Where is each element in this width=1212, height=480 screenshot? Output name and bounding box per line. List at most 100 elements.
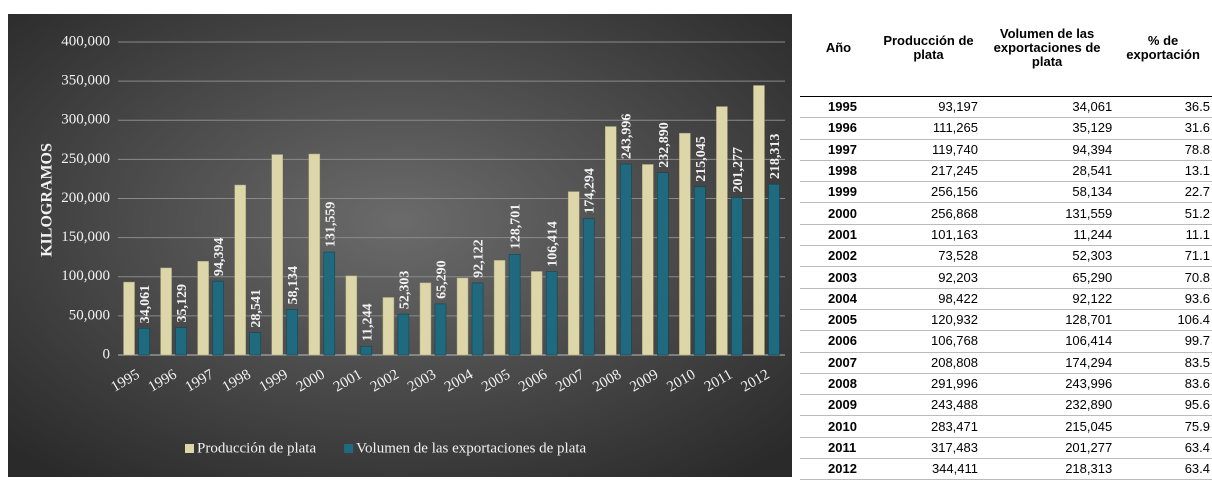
table-row: 2003 92,203 65,290 70.8 [800, 266, 1212, 289]
bar [160, 267, 172, 356]
table-cell: 70.8 [1114, 266, 1212, 289]
table-cell: 78.8 [1114, 139, 1212, 161]
table-row: 2009 243,488 232,890 95.6 [800, 394, 1212, 417]
data-label: 65,290 [434, 260, 449, 299]
bar [212, 280, 224, 356]
table-row: 2001 101,163 11,244 11.1 [800, 224, 1212, 247]
bar [249, 332, 261, 356]
bar [434, 303, 447, 356]
bar [545, 271, 558, 356]
table-cell: 75.9 [1114, 415, 1212, 438]
table-cell: 201,277 [979, 437, 1115, 460]
table-cell: 1995 [800, 95, 877, 119]
table-row: 2011 317,483 201,277 63.4 [800, 437, 1212, 460]
table-cell: 120,932 [876, 309, 980, 332]
table-cell: 256,156 [876, 181, 980, 204]
data-label: 174,294 [583, 168, 598, 214]
y-tick-label: 400,000 [61, 33, 110, 49]
table-cell: 2004 [800, 288, 877, 310]
bar [360, 345, 373, 356]
table-row: 2002 73,528 52,303 71.1 [800, 245, 1212, 268]
table-cell: 2010 [800, 415, 877, 438]
data-label: 94,394 [212, 238, 227, 277]
y-tick-label: 100,000 [61, 268, 110, 284]
table-cell: 92,203 [876, 266, 980, 289]
data-label: 106,414 [546, 221, 561, 267]
table-cell: 35,129 [979, 117, 1115, 140]
table-cell: 291,996 [876, 373, 980, 396]
table-header: Año Producción de plata Volumen de las exp… [800, 0, 1212, 97]
bar [679, 132, 691, 356]
table-cell: 208,808 [876, 352, 980, 374]
table-cell: 1998 [800, 160, 877, 183]
table-cell: 52,303 [979, 245, 1115, 268]
column-header: Producción de plata [883, 33, 974, 62]
table-cell: 83.6 [1114, 373, 1212, 396]
bar [271, 154, 283, 356]
table-cell: 92,122 [979, 288, 1115, 310]
table-cell: 95.6 [1114, 394, 1212, 417]
bar [397, 313, 410, 356]
table-cell: 243,488 [876, 394, 980, 417]
data-label: 52,303 [397, 271, 412, 310]
table-row: 2004 98,422 92,122 93.6 [800, 288, 1212, 310]
y-tick-label: 250,000 [61, 151, 110, 167]
bar [138, 328, 150, 356]
table-cell: 2006 [800, 330, 877, 353]
table-row: 1995 93,197 34,061 36.5 [800, 95, 1212, 119]
table-cell: 28,541 [979, 160, 1115, 183]
y-tick-label: 200,000 [61, 190, 110, 206]
column-header: % de exportación [1126, 33, 1200, 62]
table-cell: 13.1 [1114, 160, 1212, 183]
bar [234, 184, 246, 356]
data-label: 35,129 [175, 284, 190, 323]
bar [642, 164, 654, 356]
y-axis-label: KILOGRAMOS [39, 143, 56, 257]
table-cell: 34,061 [979, 95, 1115, 119]
table-row: 2000 256,868 131,559 51.2 [800, 202, 1212, 225]
bar [605, 126, 617, 356]
table-cell: 119,740 [876, 139, 980, 161]
table-cell: 2011 [800, 437, 877, 460]
y-tick-label: 300,000 [61, 112, 110, 128]
table-row: 2007 208,808 174,294 83.5 [800, 352, 1212, 374]
y-tick-label: 350,000 [61, 73, 110, 89]
bar [731, 197, 743, 356]
table-cell: 256,868 [876, 202, 980, 225]
table-cell: 2002 [800, 245, 877, 268]
data-label: 232,890 [657, 122, 672, 168]
table-cell: 73,528 [876, 245, 980, 268]
table-cell: 2009 [800, 394, 877, 417]
bar [694, 186, 706, 356]
table-cell: 36.5 [1114, 95, 1212, 119]
table-cell: 106,414 [979, 330, 1115, 353]
table-cell: 94,394 [979, 139, 1115, 161]
legend-label: Producción de plata [197, 440, 316, 456]
data-label: 131,559 [323, 202, 338, 248]
table-cell: 2008 [800, 373, 877, 396]
table-cell: 2007 [800, 352, 877, 374]
bar [508, 254, 521, 356]
table-cell: 232,890 [979, 394, 1115, 417]
table-row: 1999 256,156 58,134 22.7 [800, 181, 1212, 204]
table-cell: 243,996 [979, 373, 1115, 396]
table-cell: 63.4 [1114, 458, 1212, 480]
data-label: 243,996 [620, 114, 635, 160]
bar [716, 106, 728, 356]
legend-swatch [185, 444, 194, 453]
table-cell: 51.2 [1114, 202, 1212, 225]
table-cell: 106.4 [1114, 309, 1212, 332]
table-row: 2008 291,996 243,996 83.6 [800, 373, 1212, 396]
bar [530, 271, 543, 356]
data-label: 218,313 [768, 134, 783, 180]
table-row: 2012 344,411 218,313 63.4 [800, 458, 1212, 480]
table-cell: 71.1 [1114, 245, 1212, 268]
table-cell: 217,245 [876, 160, 980, 183]
data-table: Año Producción de plata Volumen de las exp… [800, 0, 1212, 480]
table-cell: 11,244 [979, 224, 1115, 247]
column-header: Volumen de las exportaciones de plata [993, 26, 1101, 69]
table-row: 1998 217,245 28,541 13.1 [800, 160, 1212, 183]
bar [471, 282, 484, 356]
bar [567, 191, 580, 356]
bar [382, 297, 395, 356]
